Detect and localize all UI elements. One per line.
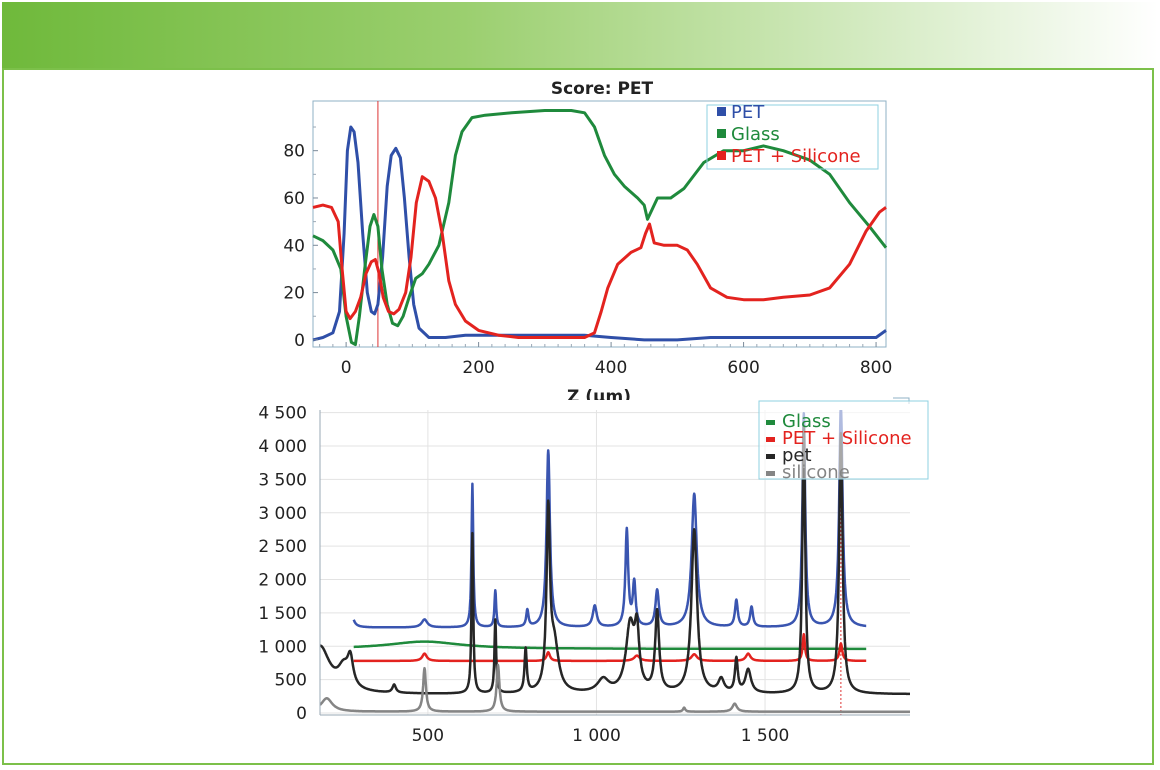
spectrum-line-pet-silicone	[352, 632, 868, 663]
legend-label-pet-silicone: PET + Silicone	[731, 146, 861, 167]
y-tick-label: 0	[294, 331, 305, 351]
y-tick-label: 80	[283, 142, 305, 162]
series-line-glass	[312, 109, 888, 347]
legend-label-silicone: silicone	[782, 462, 850, 483]
x-tick-label: 200	[462, 358, 494, 378]
y-tick-label: 3 000	[258, 504, 307, 524]
legend-swatch-silicone	[766, 471, 775, 476]
spectrum-line-silicone	[320, 663, 910, 713]
legend-box	[706, 104, 879, 170]
figure-frame	[2, 68, 1154, 765]
legend-swatch-pet-silicone	[766, 437, 775, 442]
legend-swatch-pet-silicone	[717, 151, 726, 160]
x-tick-label: 400	[595, 358, 627, 378]
chart-title: Score: PET	[551, 79, 654, 99]
y-tick-label: 4 500	[258, 404, 307, 424]
legend-label-glass: Glass	[731, 124, 780, 145]
legend-label-glass: Glass	[782, 411, 831, 432]
y-tick-label: 2 500	[258, 537, 307, 557]
y-tick-label: 40	[283, 236, 305, 256]
spectrum-line-unlabeled	[352, 410, 868, 629]
x-tick-label: 600	[727, 358, 759, 378]
x-axis-label: Z (µm)	[567, 387, 631, 400]
x-tick-label: 1 500	[741, 726, 790, 746]
score-pet-chart: Score: PET 0 200 400 600 800 0 20 40 60 80 Z (µm)…	[283, 79, 892, 400]
y-tick-label: 60	[283, 189, 305, 209]
legend-swatch-pet	[766, 454, 775, 459]
y-tick-label: 1 500	[258, 604, 307, 624]
spectrum-line-glass	[352, 640, 868, 651]
legend-box	[758, 400, 929, 480]
legend-label-pet: PET	[731, 102, 765, 123]
y-tick-label: 3 500	[258, 470, 307, 490]
x-tick-label: 800	[860, 358, 892, 378]
y-tick-label: 1 000	[258, 637, 307, 657]
x-tick-label: 0	[341, 358, 352, 378]
series-line-pet	[312, 125, 887, 342]
legend-label-pet: pet	[782, 445, 812, 466]
spectrum-line-pet	[320, 424, 910, 696]
y-tick-label: 500	[275, 671, 307, 691]
y-tick-label: 4 000	[258, 437, 307, 457]
y-tick-label: 0	[296, 704, 307, 724]
legend-swatch-glass	[717, 129, 726, 138]
series-line-pet-silicone	[312, 175, 887, 339]
x-tick-label: 1 000	[572, 726, 621, 746]
legend-swatch-glass	[766, 420, 775, 425]
legend-label-pet-silicone: PET + Silicone	[782, 428, 912, 449]
x-tick-label: 500	[412, 726, 444, 746]
header-banner	[2, 2, 1158, 68]
y-tick-label: 20	[283, 284, 305, 304]
legend-swatch-pet	[717, 107, 726, 116]
y-tick-label: 2 000	[258, 571, 307, 591]
